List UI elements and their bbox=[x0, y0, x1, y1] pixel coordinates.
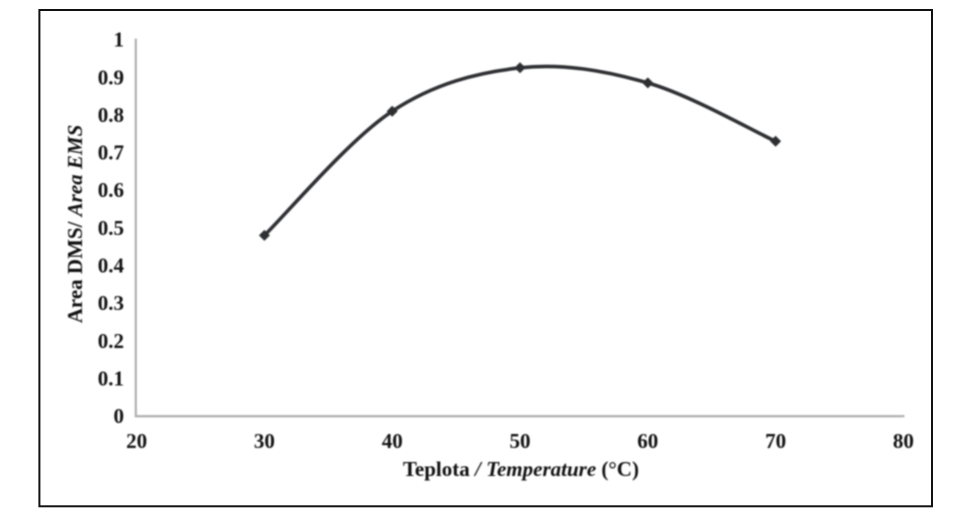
svg-text:30: 30 bbox=[254, 429, 275, 453]
svg-text:1: 1 bbox=[114, 28, 125, 52]
svg-text:0.9: 0.9 bbox=[98, 65, 124, 89]
svg-text:0.4: 0.4 bbox=[98, 254, 125, 278]
svg-text:Teplota / Temperature (°C): Teplota / Temperature (°C) bbox=[403, 457, 639, 481]
svg-text:0.7: 0.7 bbox=[98, 141, 124, 165]
svg-text:0: 0 bbox=[114, 404, 125, 428]
svg-text:70: 70 bbox=[765, 429, 786, 453]
svg-text:0.1: 0.1 bbox=[98, 367, 124, 391]
svg-text:0.5: 0.5 bbox=[98, 216, 124, 240]
svg-text:20: 20 bbox=[126, 429, 147, 453]
svg-text:80: 80 bbox=[893, 429, 914, 453]
svg-text:Area DMS/ Area EMS: Area DMS/ Area EMS bbox=[63, 125, 87, 324]
svg-text:40: 40 bbox=[382, 429, 403, 453]
svg-text:0.8: 0.8 bbox=[98, 103, 124, 127]
svg-text:0.6: 0.6 bbox=[98, 178, 124, 202]
svg-text:0.2: 0.2 bbox=[98, 329, 124, 353]
svg-text:50: 50 bbox=[510, 429, 531, 453]
svg-text:60: 60 bbox=[637, 429, 658, 453]
svg-text:0.3: 0.3 bbox=[98, 291, 124, 315]
